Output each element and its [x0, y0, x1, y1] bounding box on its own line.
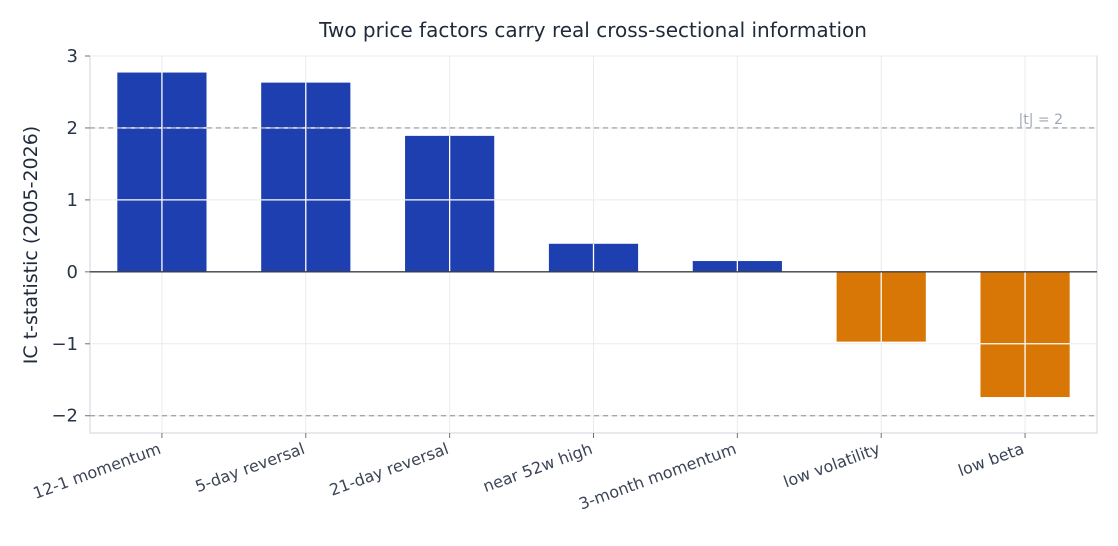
y-tick-label: 1	[67, 190, 78, 211]
y-tick-label: 2	[67, 118, 78, 139]
y-tick-label: 3	[67, 46, 78, 67]
chart-title: Two price factors carry real cross-secti…	[318, 18, 867, 42]
x-tick-label: 5-day reversal	[193, 439, 308, 496]
y-tick-label: −1	[51, 334, 78, 355]
x-tick-label: near 52w high	[480, 439, 594, 496]
x-tick-label: 3-month momentum	[576, 439, 738, 514]
x-tick-label: 21-day reversal	[327, 439, 451, 500]
y-tick-label: −2	[51, 406, 78, 427]
x-tick-label: low beta	[956, 439, 1027, 480]
reference-line-label: |t| = 2	[1019, 112, 1063, 128]
plot-area: |t| = 2 3 2 1 0 −1 −2 12-1 momentum 5-day revers…	[31, 46, 1098, 514]
x-tick-label: 12-1 momentum	[31, 439, 164, 503]
y-tick-label: 0	[67, 262, 78, 283]
y-axis-label: IC t-statistic (2005-2026)	[20, 126, 42, 364]
x-tick-label: low volatility	[781, 439, 883, 491]
